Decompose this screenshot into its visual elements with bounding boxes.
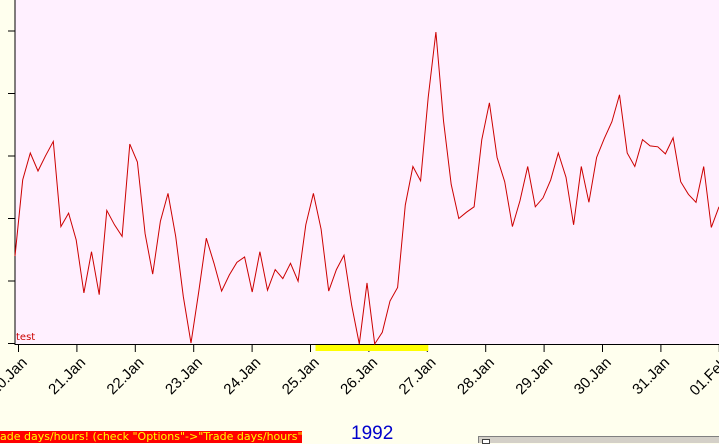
x-tick-label: 21.Jan [45, 354, 89, 398]
legend-label-test: test [16, 332, 35, 343]
x-tick-label: 20.Jan [0, 354, 31, 398]
x-tick-label: 28.Jan [454, 354, 498, 398]
series-line-test [14, 31, 719, 346]
plot-area [15, 0, 719, 344]
status-panel [478, 436, 719, 444]
x-tick-label: 24.Jan [220, 354, 264, 398]
x-tick-label: 31.Jan [629, 354, 673, 398]
x-tick-label: 26.Jan [337, 354, 381, 398]
x-tick-label: 23.Jan [162, 354, 206, 398]
x-axis [15, 344, 719, 352]
x-tick-label: 30.Jan [571, 354, 615, 398]
x-tick-label: 29.Jan [512, 354, 556, 398]
x-tick-label: 27.Jan [396, 354, 440, 398]
date-range-highlight [315, 345, 429, 351]
series-group [14, 31, 719, 346]
trade-days-warning: ade days/hours! (check "Options"->"Trade… [0, 431, 302, 443]
x-tick-label: 01.Feb [686, 354, 719, 399]
x-axis-label-year: 1992 [351, 423, 394, 444]
x-tick-labels: 20.Jan 21.Jan 22.Jan 23.Jan 24.Jan 25.Jan 26.J… [0, 354, 719, 399]
x-tick-label: 22.Jan [104, 354, 148, 398]
window-icon [482, 439, 490, 444]
y-axis [8, 0, 16, 345]
x-tick-label: 25.Jan [279, 354, 323, 398]
